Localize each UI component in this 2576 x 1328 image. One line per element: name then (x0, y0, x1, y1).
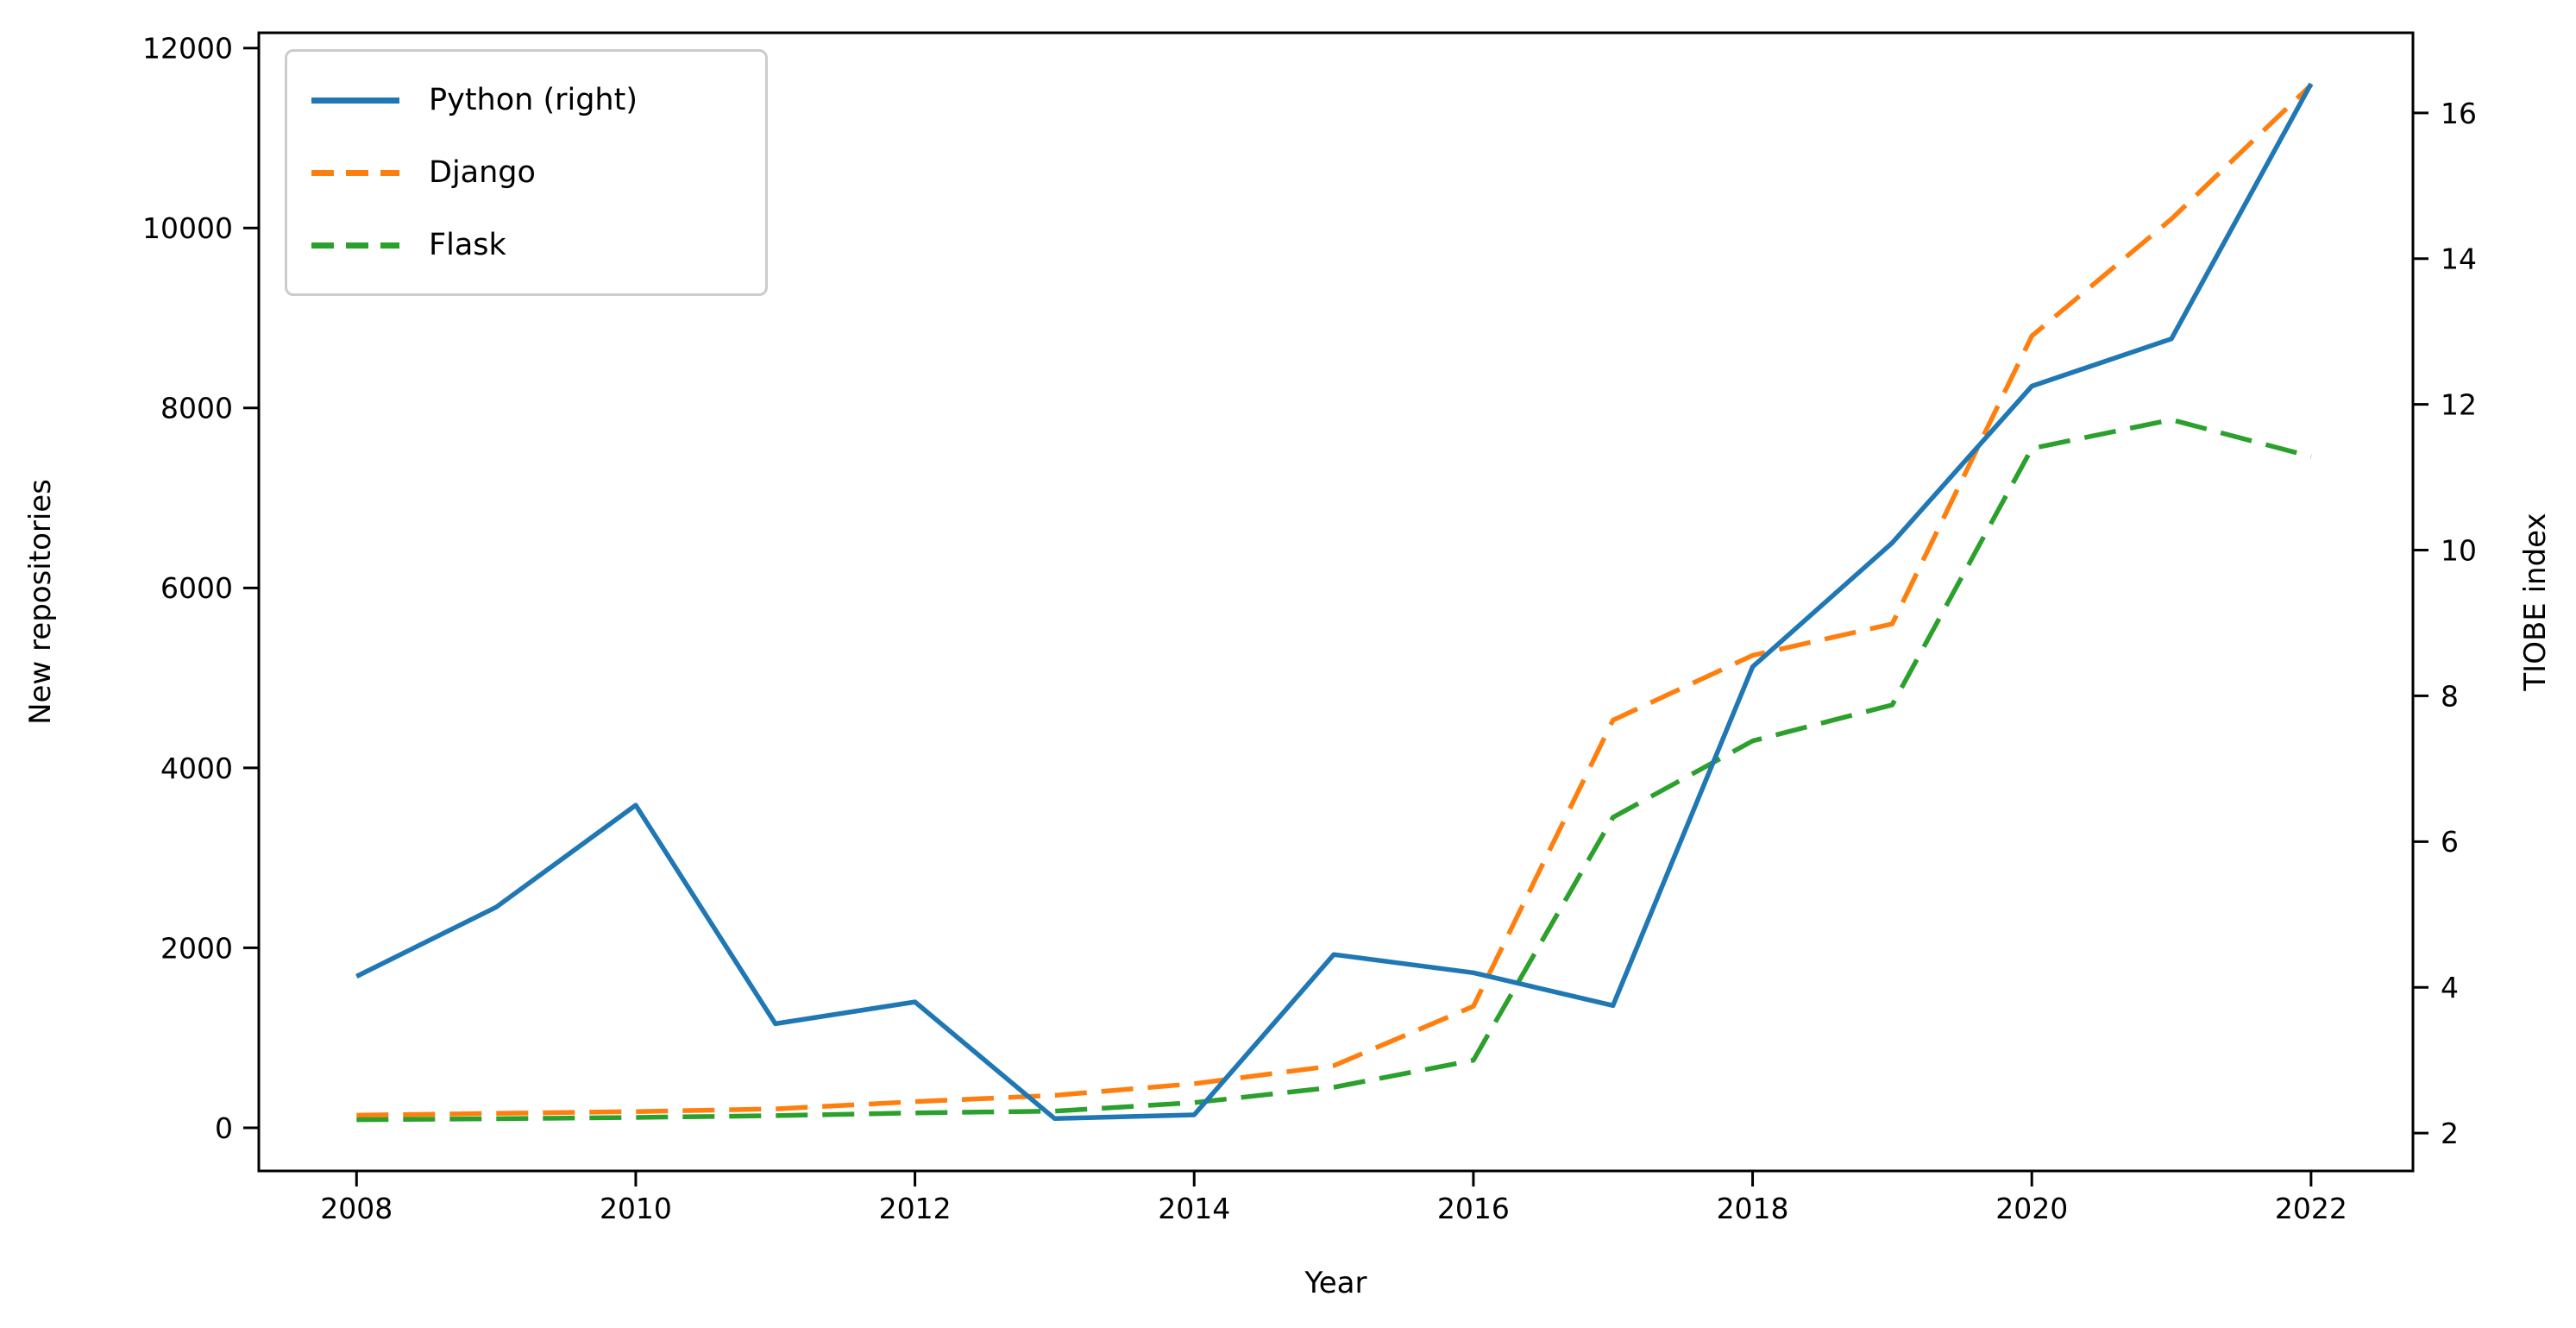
plot-border (257, 31, 2415, 1173)
right-tick-label: 4 (2441, 971, 2459, 1004)
right-axis-label: TIOBE index (2518, 513, 2553, 691)
x-tick-label: 2018 (1717, 1192, 1789, 1225)
legend-label-python: Python (right) (429, 83, 638, 117)
legend-label-django: Django (429, 155, 536, 190)
x-tick-label: 2008 (320, 1192, 393, 1225)
right-tick-label: 10 (2441, 533, 2477, 567)
legend-item-python: Python (right) (311, 64, 741, 136)
left-tick-label: 10000 (142, 211, 233, 245)
legend: Python (right) Django Flask (285, 49, 768, 296)
left-axis-label: New repositories (23, 479, 58, 725)
right-tick-label: 14 (2441, 242, 2477, 276)
series-line-python-right (355, 82, 2314, 1121)
legend-label-flask: Flask (429, 228, 506, 262)
legend-line-flask (311, 242, 399, 249)
right-tick-label: 2 (2441, 1117, 2459, 1150)
legend-item-django: Django (311, 136, 741, 209)
x-tick-label: 2012 (879, 1192, 952, 1225)
x-axis-ticks: 2008 2010 2012 2014 2016 2018 2020 2022 (320, 1171, 2347, 1225)
series-line-django (356, 83, 2313, 1118)
x-tick-label: 2020 (1995, 1192, 2068, 1225)
x-tick-label: 2016 (1437, 1192, 1510, 1225)
left-axis-ticks: 0 2000 4000 6000 8000 10000 12000 (142, 32, 259, 1145)
right-tick-label: 16 (2441, 97, 2477, 130)
legend-item-flask: Flask (311, 209, 741, 281)
left-tick-label: 2000 (160, 931, 233, 965)
right-tick-label: 12 (2441, 388, 2477, 422)
left-tick-label: 12000 (142, 32, 233, 66)
right-axis-ticks: 2 4 6 8 10 12 14 16 (2413, 97, 2477, 1150)
x-axis-label: Year (1304, 1266, 1367, 1300)
legend-line-django (311, 169, 399, 176)
right-tick-label: 8 (2441, 679, 2459, 713)
left-tick-label: 4000 (160, 752, 233, 785)
left-tick-label: 8000 (160, 392, 233, 425)
left-tick-label: 6000 (160, 571, 233, 605)
legend-line-python (311, 97, 399, 104)
x-tick-label: 2014 (1158, 1192, 1230, 1225)
series-line-flask (356, 417, 2312, 1123)
x-tick-label: 2022 (2275, 1192, 2347, 1225)
right-tick-label: 6 (2441, 825, 2459, 859)
left-tick-label: 0 (215, 1111, 233, 1145)
x-tick-label: 2010 (600, 1192, 672, 1225)
